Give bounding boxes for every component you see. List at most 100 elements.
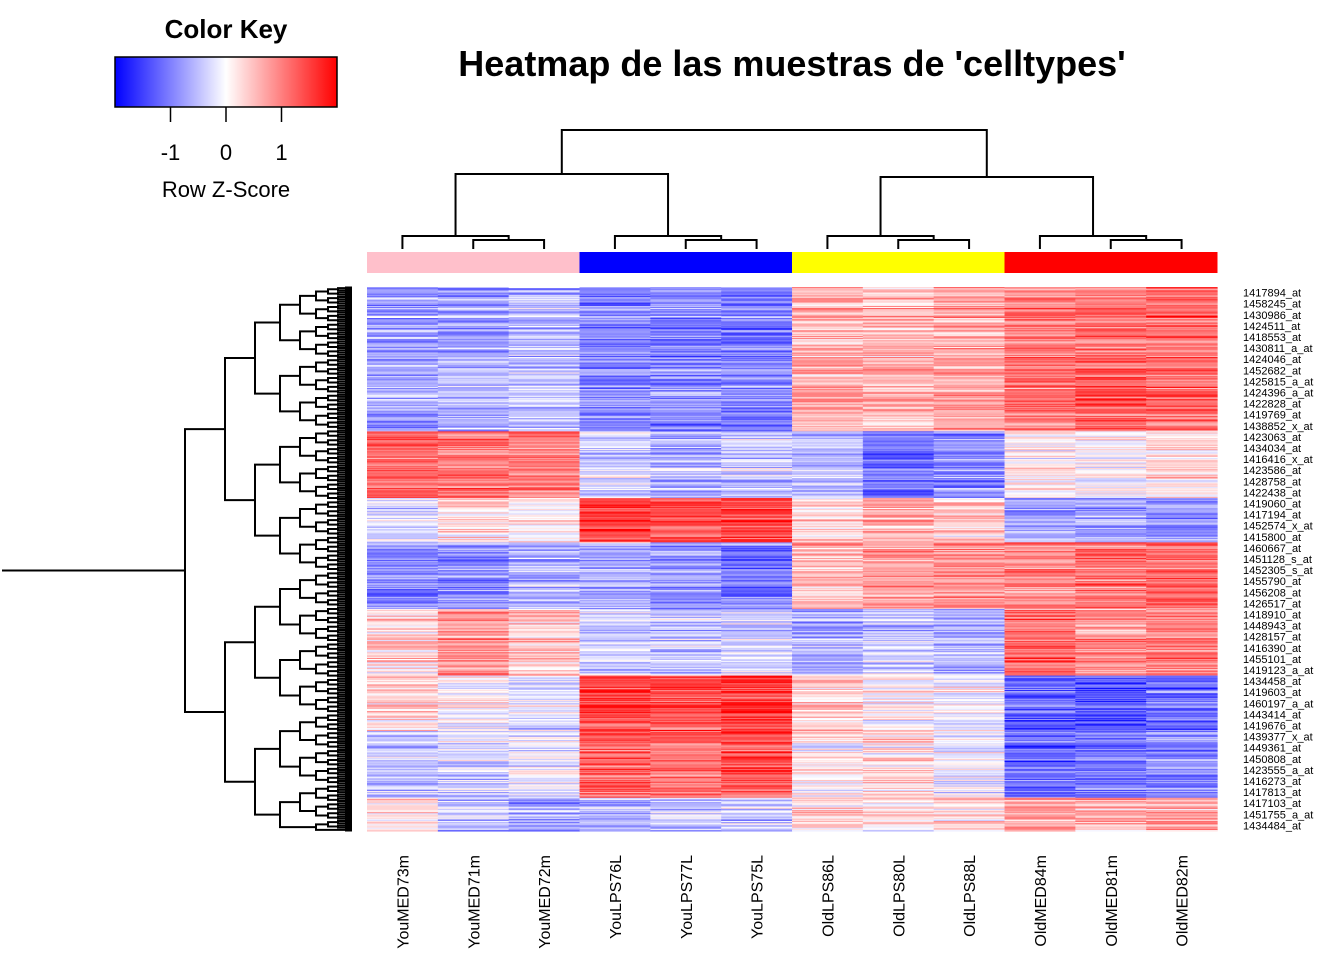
heat-cell	[367, 484, 439, 487]
heat-cell	[1146, 410, 1218, 412]
heat-cell	[437, 305, 510, 308]
heat-cell	[1146, 555, 1218, 558]
dendrogram-branch	[345, 362, 352, 366]
heat-cell	[1146, 412, 1218, 415]
heat-cell	[367, 361, 439, 364]
heat-cell	[437, 674, 510, 677]
heat-cell	[1146, 607, 1218, 610]
heat-cell	[367, 617, 439, 620]
heat-cell	[862, 523, 935, 526]
heat-cell	[650, 375, 722, 378]
dendrogram-branch	[337, 762, 346, 767]
dendrogram-branch	[345, 730, 352, 734]
heat-cell	[933, 411, 1006, 414]
heat-cell	[367, 379, 439, 381]
heat-cell	[721, 560, 793, 562]
heat-cell	[579, 560, 651, 562]
dendrogram-branch	[345, 399, 352, 403]
heat-cell	[721, 543, 793, 546]
heat-cell	[1075, 588, 1147, 591]
heat-cell	[1146, 622, 1218, 624]
heat-cell	[862, 696, 935, 699]
heat-cell	[1075, 581, 1147, 583]
heat-cell	[579, 641, 651, 643]
heat-cell	[792, 531, 864, 533]
heat-cell	[508, 495, 581, 498]
heat-cell	[933, 422, 1006, 425]
heat-cell	[1004, 396, 1076, 399]
heat-cell	[721, 350, 793, 352]
heat-cell	[579, 351, 651, 354]
heat-cell	[862, 486, 935, 489]
dendrogram-branch	[345, 566, 352, 570]
heat-cell	[437, 335, 510, 338]
heat-cell	[862, 332, 935, 335]
heat-cell	[650, 661, 722, 663]
heat-cell	[367, 640, 439, 642]
heat-cell	[1146, 673, 1218, 676]
heat-cell	[1004, 382, 1076, 385]
heat-cell	[1146, 494, 1218, 497]
heat-cell	[721, 648, 793, 651]
heat-cell	[1075, 403, 1147, 406]
heat-cell	[1004, 465, 1076, 468]
heat-cell	[933, 547, 1006, 550]
heat-cell	[579, 322, 651, 325]
heat-cell	[1075, 348, 1147, 350]
heat-cell	[933, 646, 1006, 649]
heat-cell	[1075, 402, 1147, 405]
heat-cell	[721, 667, 793, 670]
heat-cell	[1004, 662, 1076, 664]
heat-cell	[1075, 413, 1147, 416]
heat-cell	[862, 507, 935, 510]
heat-cell	[508, 656, 581, 659]
heat-cell	[437, 532, 510, 535]
dendrogram-branch	[327, 705, 338, 713]
heat-cell	[579, 392, 651, 395]
heat-cell	[367, 345, 439, 348]
heat-cell	[650, 600, 722, 602]
heat-cell	[792, 355, 864, 358]
heat-cell	[1004, 395, 1076, 398]
dendrogram-branch	[337, 553, 346, 558]
heat-cell	[933, 662, 1006, 664]
heat-cell	[650, 672, 722, 674]
heat-cell	[367, 647, 439, 650]
heat-cell	[437, 547, 510, 550]
heat-cell	[862, 470, 935, 472]
heat-cell	[367, 292, 439, 295]
heat-cell	[862, 658, 935, 661]
dendrogram-branch	[345, 612, 352, 617]
heat-cell	[437, 647, 510, 650]
heat-cell	[721, 624, 793, 627]
heat-cell	[792, 575, 864, 578]
heat-cell	[862, 602, 935, 605]
heat-cell	[721, 641, 793, 643]
heat-cell	[367, 565, 439, 568]
heat-cell	[437, 524, 510, 527]
heat-cell	[508, 449, 581, 451]
heat-cell	[650, 576, 722, 579]
heat-cell	[367, 618, 439, 621]
heat-cell	[367, 399, 439, 401]
heat-cell	[579, 643, 651, 646]
heat-cell	[508, 617, 581, 620]
heat-cell	[579, 503, 651, 506]
heat-cell	[1075, 491, 1147, 493]
heat-cell	[508, 390, 581, 392]
heat-cell	[721, 300, 793, 303]
heat-cell	[437, 530, 510, 532]
dendrogram-branch	[345, 304, 352, 308]
heat-cell	[933, 531, 1006, 533]
heat-cell	[792, 483, 864, 486]
heat-cell	[721, 583, 793, 586]
heat-cell	[721, 395, 793, 398]
dendrogram-branch	[345, 495, 352, 499]
heat-cell	[508, 574, 581, 577]
heat-cell	[792, 588, 864, 591]
heat-cell	[437, 514, 510, 517]
heat-cell	[650, 379, 722, 381]
heat-cell	[1004, 573, 1076, 576]
heat-cell	[1004, 445, 1076, 448]
heat-cell	[1075, 341, 1147, 344]
